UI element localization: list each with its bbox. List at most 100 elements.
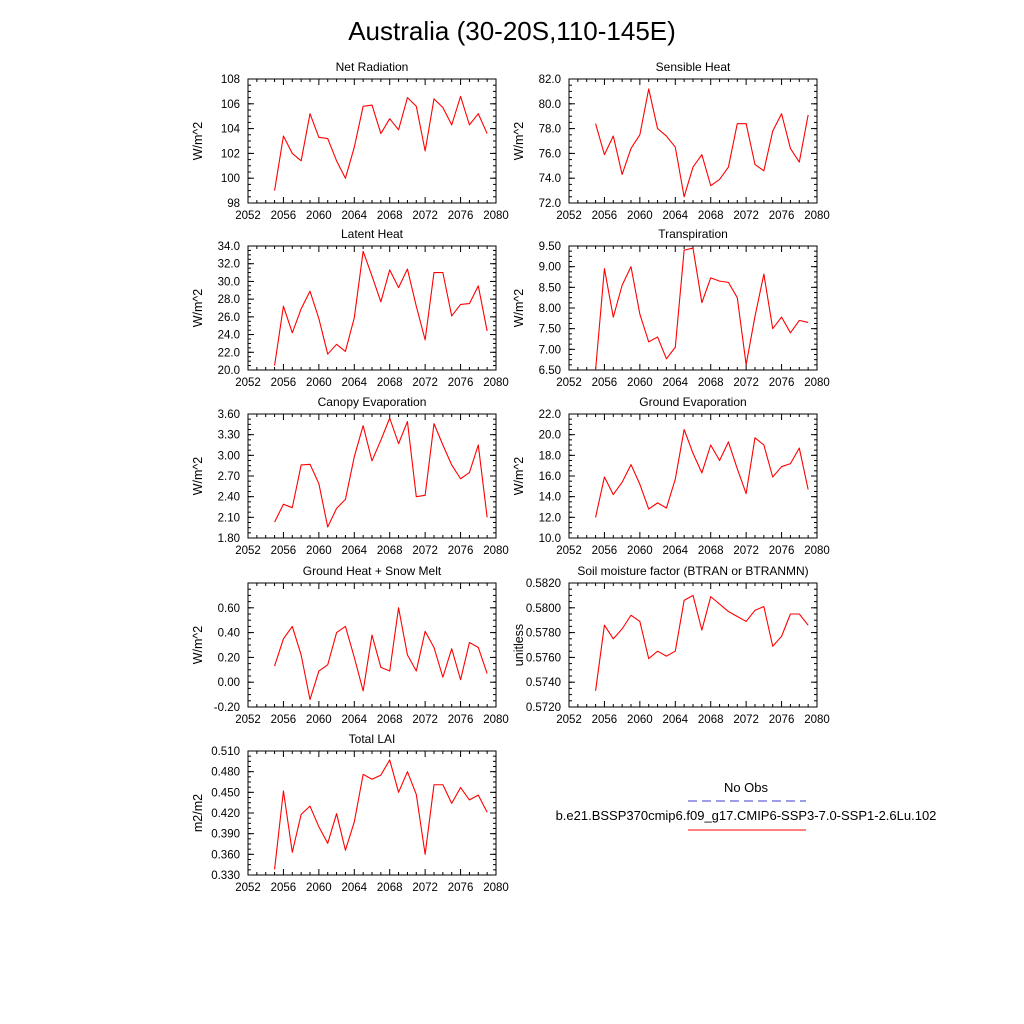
panel-title: Soil moisture factor (BTRAN or BTRANMN) [577, 564, 808, 578]
y-tick-label: 22.0 [218, 347, 240, 359]
x-tick-label: 2052 [235, 882, 261, 894]
x-tick-label: 2056 [271, 882, 297, 894]
y-tick-label: 20.0 [539, 430, 561, 442]
x-tick-label: 2068 [698, 377, 724, 389]
y-tick-label: 3.60 [218, 409, 240, 421]
y-axis-label: W/m^2 [191, 457, 205, 496]
panel-soil-moisture-factor-btran-or-btranmn: Soil moisture factor (BTRAN or BTRANMN) 2… [512, 564, 830, 726]
y-tick-label: 12.0 [539, 512, 561, 524]
x-tick-label: 2080 [804, 210, 830, 222]
series-line [274, 250, 488, 366]
y-tick-label: 7.50 [539, 324, 561, 336]
x-tick-label: 2076 [448, 545, 474, 557]
x-tick-label: 2072 [733, 210, 759, 222]
x-tick-label: 2056 [271, 714, 297, 726]
x-tick-label: 2068 [698, 714, 724, 726]
panel-title: Canopy Evaporation [318, 395, 427, 409]
x-tick-label: 2052 [235, 714, 261, 726]
y-tick-label: 74.0 [539, 173, 561, 185]
y-axis-label: W/m^2 [512, 122, 526, 161]
legend-label-model-run: b.e21.BSSP370cmip6.f09_g17.CMIP6-SSP3-7.… [556, 808, 937, 823]
y-tick-label: 0.60 [218, 603, 240, 615]
y-tick-label: 18.0 [539, 450, 561, 462]
x-tick-label: 2072 [733, 545, 759, 557]
x-tick-label: 2072 [733, 377, 759, 389]
x-tick-label: 2072 [412, 210, 438, 222]
x-tick-label: 2076 [448, 714, 474, 726]
y-tick-label: 22.0 [539, 409, 561, 421]
x-tick-label: 2076 [448, 210, 474, 222]
y-tick-label: 34.0 [218, 241, 240, 253]
x-tick-label: 2060 [306, 882, 332, 894]
y-axis-label: W/m^2 [191, 289, 205, 328]
x-tick-label: 2064 [341, 882, 367, 894]
y-tick-label: 16.0 [539, 471, 561, 483]
y-tick-label: 72.0 [539, 198, 561, 210]
x-tick-label: 2076 [769, 545, 795, 557]
panel-title: Net Radiation [336, 60, 409, 74]
x-tick-label: 2060 [306, 377, 332, 389]
y-tick-label: 0.5780 [526, 628, 561, 640]
panel-transpiration: Transpiration 2052 2056 2060 2064 2068 2072 207… [512, 227, 830, 389]
x-tick-label: 2072 [733, 714, 759, 726]
x-tick-label: 2068 [377, 377, 403, 389]
panel-title: Latent Heat [341, 227, 404, 241]
x-tick-label: 2068 [377, 714, 403, 726]
x-tick-label: 2060 [627, 714, 653, 726]
y-tick-label: 0.420 [211, 808, 240, 820]
x-tick-label: 2064 [341, 545, 367, 557]
series-line [595, 594, 809, 691]
x-tick-label: 2064 [662, 377, 688, 389]
y-tick-label: 0.20 [218, 652, 240, 664]
x-tick-label: 2064 [662, 545, 688, 557]
x-tick-label: 2052 [556, 714, 582, 726]
x-tick-label: 2072 [412, 714, 438, 726]
y-tick-label: 30.0 [218, 276, 240, 288]
panel-total-lai: Total LAI 2052 2056 2060 2064 2068 2072 2076 208… [191, 732, 509, 894]
x-tick-label: 2056 [592, 210, 618, 222]
series-line [274, 95, 488, 191]
x-tick-label: 2052 [556, 377, 582, 389]
y-axis-label: W/m^2 [512, 457, 526, 496]
x-tick-label: 2080 [483, 714, 509, 726]
y-tick-label: 32.0 [218, 259, 240, 271]
x-tick-label: 2076 [769, 210, 795, 222]
series-line [274, 417, 488, 528]
y-tick-label: 82.0 [539, 74, 561, 86]
x-tick-label: 2060 [306, 210, 332, 222]
y-tick-label: 0.510 [211, 746, 240, 758]
x-tick-label: 2064 [662, 210, 688, 222]
x-tick-label: 2056 [271, 377, 297, 389]
panel-title: Transpiration [658, 227, 728, 241]
x-tick-label: 2052 [235, 210, 261, 222]
x-tick-label: 2080 [483, 882, 509, 894]
y-tick-label: 3.00 [218, 450, 240, 462]
panel-title: Total LAI [349, 732, 396, 746]
series-line [595, 88, 809, 198]
y-tick-label: 0.00 [218, 677, 240, 689]
x-tick-label: 2080 [804, 377, 830, 389]
y-tick-label: 8.00 [539, 303, 561, 315]
x-tick-label: 2076 [448, 882, 474, 894]
x-tick-label: 2068 [698, 545, 724, 557]
y-tick-label: 0.5800 [526, 603, 561, 615]
x-tick-label: 2052 [235, 545, 261, 557]
y-tick-label: 0.40 [218, 628, 240, 640]
panel-ground-heat-snow-melt: Ground Heat + Snow Melt 2052 2056 2060 2064 2… [191, 564, 509, 726]
x-tick-label: 2052 [556, 545, 582, 557]
y-tick-label: 102 [221, 148, 240, 160]
x-tick-label: 2080 [483, 210, 509, 222]
y-tick-label: 108 [221, 74, 240, 86]
x-tick-label: 2080 [804, 545, 830, 557]
x-tick-label: 2064 [341, 377, 367, 389]
y-tick-label: 0.480 [211, 767, 240, 779]
y-tick-label: 104 [221, 124, 241, 136]
panel-latent-heat: Latent Heat 2052 2056 2060 2064 2068 2072 2076 2… [191, 227, 509, 389]
y-axis-label: W/m^2 [191, 122, 205, 161]
y-tick-label: 7.00 [539, 344, 561, 356]
y-tick-label: 0.390 [211, 829, 240, 841]
panel-title: Ground Evaporation [639, 395, 746, 409]
x-tick-label: 2060 [306, 714, 332, 726]
